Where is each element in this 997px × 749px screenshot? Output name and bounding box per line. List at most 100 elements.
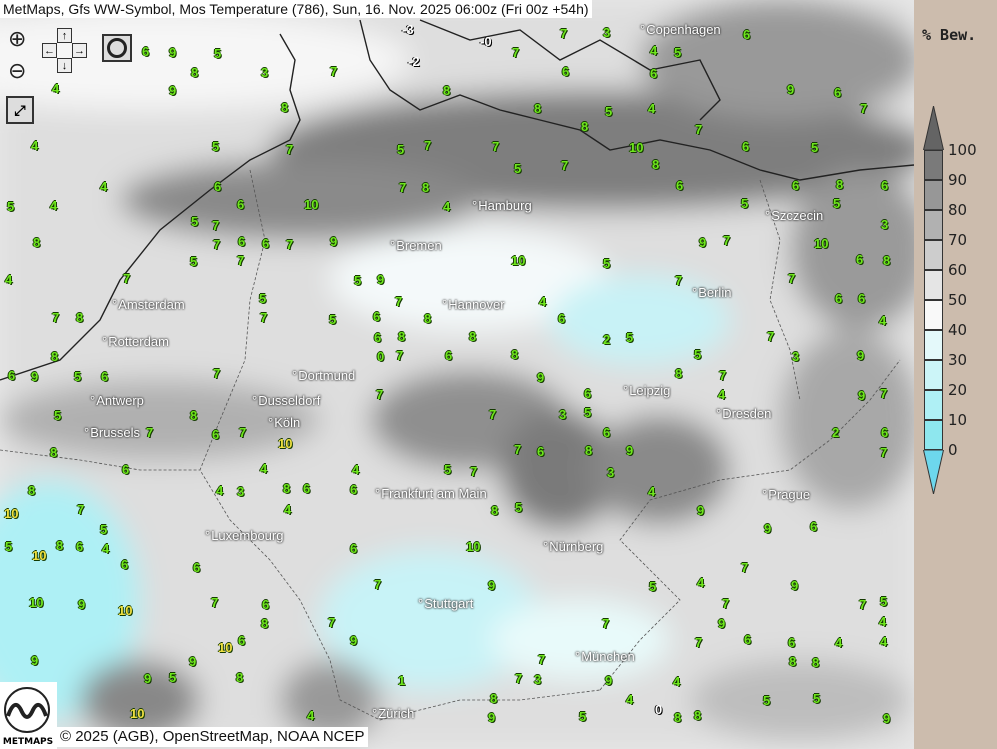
temperature-label: 6 <box>676 178 684 193</box>
temperature-label: 8 <box>443 83 451 98</box>
temperature-label: 7 <box>515 671 523 686</box>
temperature-label: 6 <box>650 66 658 81</box>
temperature-label: 6 <box>237 197 245 212</box>
zoom-out-button[interactable]: ⊖ <box>8 58 27 83</box>
pan-right-button[interactable]: → <box>72 43 87 58</box>
expand-icon: ⤢ <box>14 101 26 118</box>
temperature-label: 8 <box>283 481 291 496</box>
temperature-label: 9 <box>791 578 799 593</box>
temperature-label: 4 <box>648 484 656 499</box>
cloud-cover-layer <box>0 0 914 749</box>
temperature-label: 6 <box>212 427 220 442</box>
city-label: Köln <box>268 415 300 430</box>
temperature-label: 6 <box>834 85 842 100</box>
legend-tick-label: 70 <box>948 231 968 249</box>
temperature-label: 7 <box>328 615 336 630</box>
temperature-label: 5 <box>191 214 199 229</box>
legend-tick-label: 40 <box>948 321 968 339</box>
temperature-label: 4 <box>443 199 451 214</box>
temperature-label: 4 <box>879 614 887 629</box>
screenshot-button[interactable] <box>102 34 132 62</box>
legend-tick-label: 10 <box>948 411 968 429</box>
pan-up-button[interactable]: ↑ <box>57 28 72 43</box>
legend-band <box>924 240 943 270</box>
temperature-label: 7 <box>859 597 867 612</box>
temperature-label: 5 <box>169 670 177 685</box>
temperature-label: 5 <box>514 161 522 176</box>
temperature-label: 7 <box>424 138 432 153</box>
temperature-label: 5 <box>7 199 15 214</box>
temperature-label: 0 <box>655 702 663 717</box>
temperature-label: 3 <box>603 25 611 40</box>
temperature-label: 6 <box>584 386 592 401</box>
temperature-label: 7 <box>695 122 703 137</box>
pan-down-button[interactable]: ↓ <box>57 58 72 73</box>
temperature-label: 5 <box>329 312 337 327</box>
camera-icon <box>107 38 127 58</box>
temperature-label: 8 <box>236 670 244 685</box>
temperature-label: 5 <box>444 462 452 477</box>
weather-map[interactable]: MetMaps, Gfs WW-Symbol, Mos Temperature … <box>0 0 914 749</box>
temperature-label: 1 <box>398 673 406 688</box>
legend-band <box>924 420 943 450</box>
temperature-label: 9 <box>144 671 152 686</box>
legend-tick-label: 80 <box>948 201 968 219</box>
temperature-label: 9 <box>31 369 39 384</box>
temperature-label: 9 <box>78 597 86 612</box>
temperature-label: 10 <box>814 236 829 251</box>
temperature-label: 6 <box>238 234 246 249</box>
temperature-label: 5 <box>763 693 771 708</box>
temperature-label: 5 <box>694 347 702 362</box>
temperature-label: 4 <box>539 294 547 309</box>
temperature-label: 6 <box>881 425 889 440</box>
temperature-label: 10 <box>466 539 481 554</box>
temperature-label: 5 <box>626 330 634 345</box>
zoom-in-button[interactable]: ⊕ <box>8 26 27 51</box>
fullscreen-button[interactable]: ⤢ <box>6 96 34 124</box>
temperature-label: 6 <box>101 369 109 384</box>
city-label: Luxembourg <box>205 528 283 543</box>
legend-tick-label: 60 <box>948 261 968 279</box>
pan-left-button[interactable]: ← <box>42 43 57 58</box>
temperature-label: 5 <box>354 273 362 288</box>
temperature-label: 8 <box>652 157 660 172</box>
city-label: Brussels <box>84 425 140 440</box>
temperature-label: 5 <box>100 522 108 537</box>
temperature-label: 5 <box>584 405 592 420</box>
temperature-label: 7 <box>719 368 727 383</box>
temperature-label: 4 <box>835 635 843 650</box>
temperature-label: 7 <box>396 348 404 363</box>
temperature-label: 5 <box>212 139 220 154</box>
temperature-label: 9 <box>488 578 496 593</box>
temperature-label: 7 <box>695 635 703 650</box>
temperature-label: 6 <box>743 27 751 42</box>
temperature-label: 9 <box>787 82 795 97</box>
city-label: Leipzig <box>623 383 670 398</box>
temperature-label: 6 <box>856 252 864 267</box>
temperature-label: 7 <box>260 310 268 325</box>
temperature-label: 6 <box>303 481 311 496</box>
temperature-label: 9 <box>697 503 705 518</box>
temperature-label: 5 <box>603 256 611 271</box>
temperature-label: 8 <box>56 538 64 553</box>
temperature-label: 9 <box>377 272 385 287</box>
temperature-label: 10 <box>278 436 293 451</box>
temperature-label: 7 <box>376 387 384 402</box>
temperature-label: 7 <box>395 294 403 309</box>
temperature-label: 3 <box>607 465 615 480</box>
legend-band <box>924 360 943 390</box>
temperature-label: 9 <box>858 388 866 403</box>
temperature-label: 4 <box>31 138 39 153</box>
temperature-label: 8 <box>51 349 59 364</box>
temperature-label: 7 <box>675 273 683 288</box>
temperature-label: 9 <box>350 633 358 648</box>
temperature-label: 8 <box>76 310 84 325</box>
temperature-label: 8 <box>424 311 432 326</box>
temperature-label: 10 <box>511 253 526 268</box>
temperature-label: 7 <box>492 139 500 154</box>
temperature-label: 5 <box>397 142 405 157</box>
temperature-label: 7 <box>213 237 221 252</box>
temperature-label: 7 <box>77 502 85 517</box>
temperature-label: 8 <box>812 655 820 670</box>
coastline <box>0 19 914 381</box>
